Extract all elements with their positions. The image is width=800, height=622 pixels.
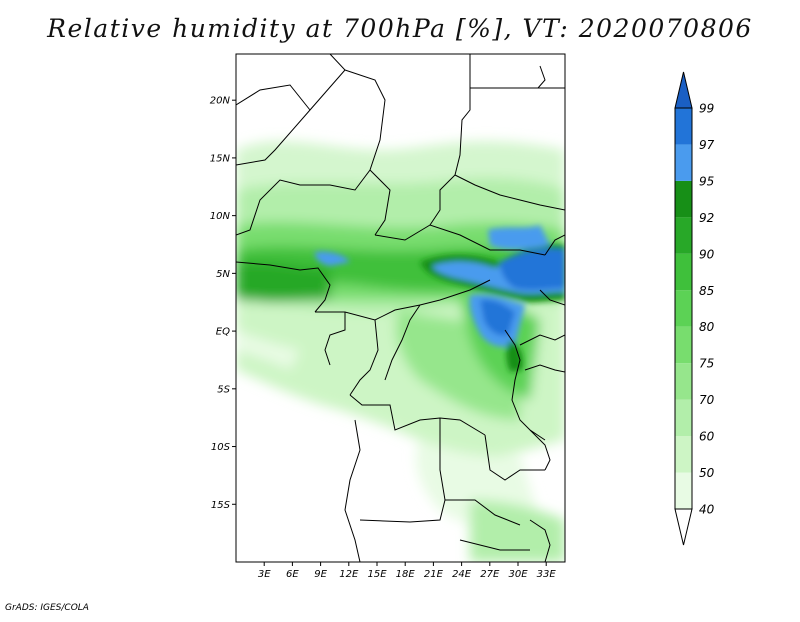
colorbar-top-arrow: [674, 71, 693, 109]
colorbar-box: [675, 472, 692, 509]
humidity-field: [236, 54, 565, 562]
lon-tick-label: 9E: [314, 569, 327, 580]
colorbar-box: [675, 253, 692, 291]
lat-tick-label: 5S: [217, 384, 230, 395]
colorbar-label: 99: [699, 102, 714, 116]
lat-tick-label: 10N: [210, 211, 231, 222]
lat-tick-label: 15S: [211, 500, 231, 511]
colorbar-box: [675, 326, 692, 364]
lat-tick-label: 5N: [216, 269, 230, 280]
lat-tick-label: 20N: [210, 96, 231, 107]
lon-tick-label: 18E: [396, 569, 416, 580]
colorbar-box: [675, 363, 692, 400]
lon-tick-label: 21E: [424, 569, 444, 580]
country-borders: [236, 54, 565, 562]
longitude-axis: 3E 6E 9E 12E 15E 18E 21E 24E 27E 30E 33E: [258, 562, 557, 580]
map-frame: [235, 53, 566, 563]
lon-tick-label: 30E: [508, 569, 528, 580]
colorbar-label: 90: [699, 247, 715, 261]
colorbar-label: 75: [699, 357, 714, 371]
lat-tick-label: 10S: [211, 442, 231, 453]
credit-text: GrADS: IGES/COLA: [5, 603, 89, 613]
colorbar-label: 95: [699, 174, 714, 188]
colorbar-bottom-arrow: [674, 508, 693, 546]
lon-tick-label: 15E: [367, 569, 387, 580]
lon-tick-label: 6E: [286, 569, 299, 580]
colorbar-box: [675, 399, 692, 437]
colorbar-box: [675, 180, 692, 218]
colorbar-box: [675, 290, 692, 327]
colorbar-box: [675, 436, 692, 473]
colorbar: 40 50 60 70 75 80 85 90 92 95 97 99: [674, 71, 715, 546]
colorbar-label: 92: [699, 211, 714, 225]
colorbar-label: 80: [699, 320, 715, 334]
latitude-axis: 20N 15N 10N 5N EQ 5S 10S 15S: [210, 96, 236, 511]
colorbar-label: 60: [699, 430, 715, 444]
chart-title: Relative humidity at 700hPa [%], VT: 202…: [47, 14, 753, 43]
colorbar-label: 70: [699, 393, 715, 407]
colorbar-label: 40: [699, 503, 715, 517]
lon-tick-label: 27E: [480, 569, 500, 580]
colorbar-box: [675, 108, 692, 145]
colorbar-box: [675, 144, 692, 181]
colorbar-label: 85: [699, 284, 714, 298]
lon-tick-label: 3E: [258, 569, 271, 580]
lon-tick-label: 12E: [339, 569, 359, 580]
lat-tick-label: EQ: [216, 327, 230, 338]
colorbar-label: 50: [699, 466, 715, 480]
lat-tick-label: 15N: [210, 153, 231, 164]
lon-tick-label: 24E: [452, 569, 472, 580]
colorbar-box: [675, 217, 692, 254]
colorbar-label: 97: [699, 138, 715, 152]
lon-tick-label: 33E: [537, 569, 557, 580]
colorbar-outline: [674, 107, 693, 510]
